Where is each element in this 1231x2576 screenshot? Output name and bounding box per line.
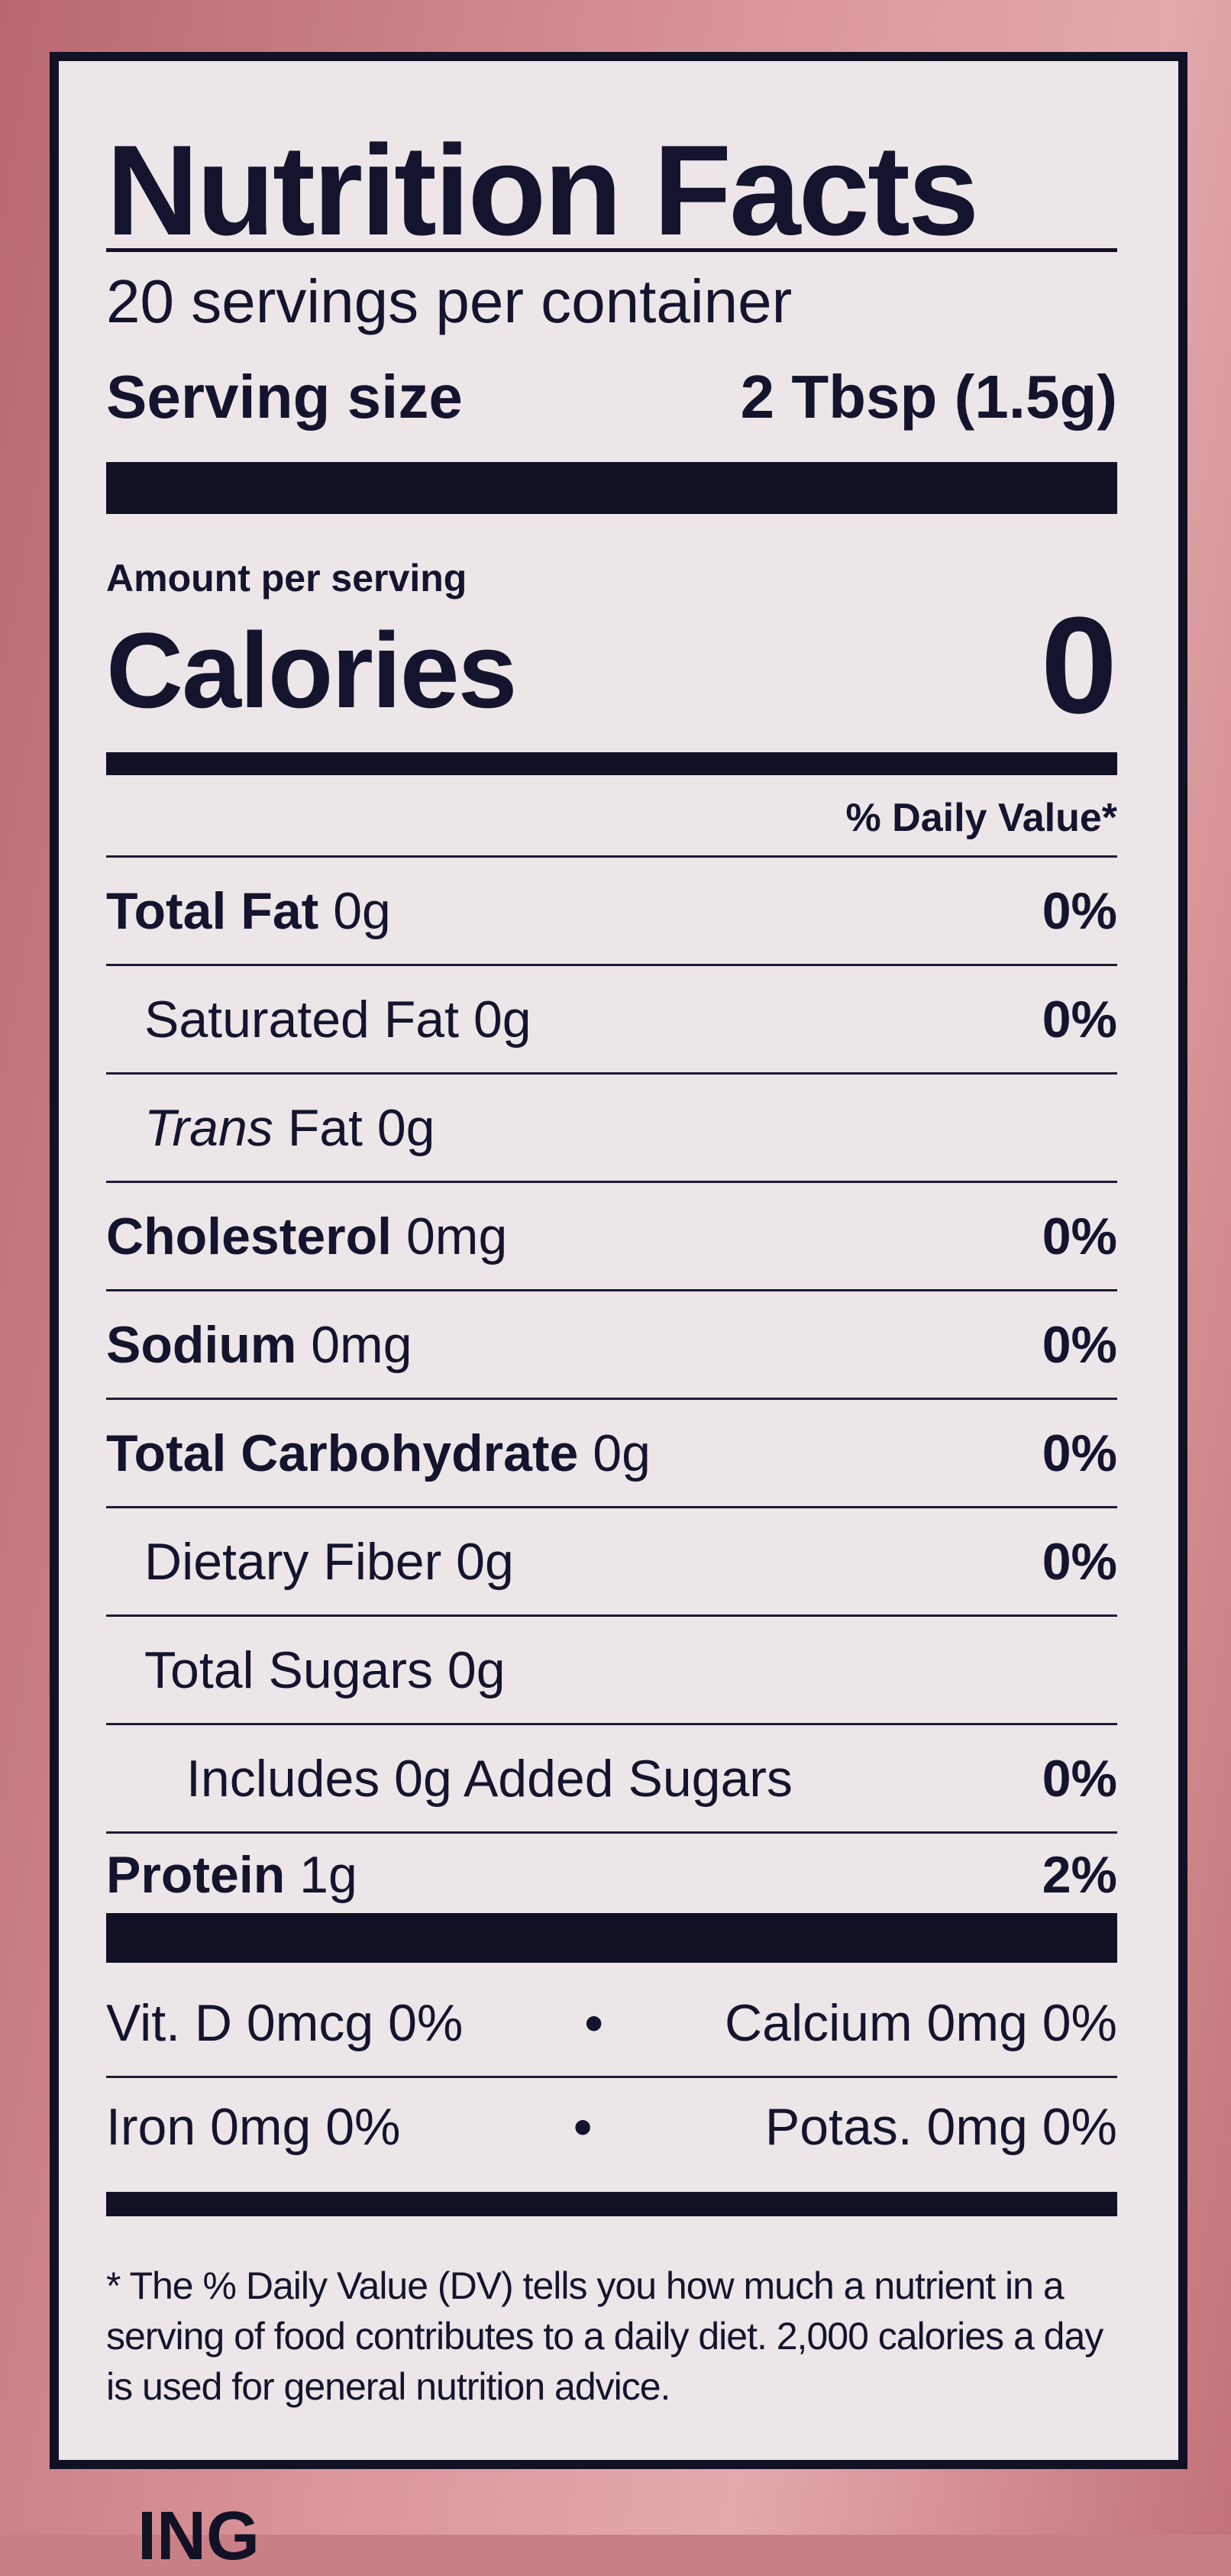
nutrient-dv: 0%: [1042, 881, 1117, 940]
calories-label: Calories: [106, 610, 517, 730]
vitamin-right: Calcium 0mg 0%: [725, 1994, 1117, 2052]
calories-row: Calories 0: [106, 589, 1117, 742]
nutrient-dv: 0%: [1042, 1207, 1117, 1265]
divider-thick: [106, 462, 1117, 514]
serving-size-value: 2 Tbsp (1.5g): [740, 363, 1117, 431]
nutrient-dv: 0%: [1042, 1315, 1117, 1374]
daily-value-header: % Daily Value*: [845, 796, 1117, 840]
nutrient-name: Protein: [106, 1845, 286, 1904]
nutrient-dv: 0%: [1042, 1424, 1117, 1482]
nutrient-row-total-sugars: Total Sugars 0g: [106, 1614, 1117, 1723]
vitamin-right: Potas. 0mg 0%: [764, 2097, 1117, 2156]
vitamin-row: Iron 0mg 0% • Potas. 0mg 0%: [106, 2076, 1117, 2175]
bullet-separator: •: [573, 2097, 593, 2156]
vitamin-left: Vit. D 0mcg 0%: [106, 1994, 464, 2052]
divider-thin: [106, 248, 1117, 252]
divider-thick: [106, 1913, 1117, 1963]
nutrient-name-suffix: Fat: [287, 1098, 363, 1157]
nutrient-name: Total Fat: [106, 881, 319, 940]
nutrient-dv: 0%: [1042, 1749, 1117, 1808]
nutrient-dv: 2%: [1042, 1845, 1117, 1904]
vitamin-left: Iron 0mg 0%: [106, 2097, 401, 2156]
ingredients-heading-partial: ING: [137, 2498, 260, 2574]
divider-medium: [106, 2192, 1117, 2216]
nutrient-row-total-carbohydrate: Total Carbohydrate 0g 0%: [106, 1398, 1117, 1506]
nutrient-amount: 0g: [593, 1424, 651, 1482]
serving-size-row: Serving size 2 Tbsp (1.5g): [106, 367, 1117, 428]
nutrient-row-saturated-fat: Saturated Fat 0g 0%: [106, 964, 1117, 1072]
nutrient-name: Trans: [144, 1098, 273, 1157]
nutrient-name: Cholesterol: [106, 1207, 393, 1265]
nutrition-facts-label: Nutrition Facts 20 servings per containe…: [50, 52, 1187, 2469]
nutrient-row-cholesterol: Cholesterol 0mg 0%: [106, 1181, 1117, 1289]
nutrient-amount: 0mg: [311, 1315, 412, 1374]
nutrient-dv: 0%: [1042, 1532, 1117, 1591]
amount-per-serving: Amount per serving: [106, 557, 467, 600]
divider-medium: [106, 752, 1117, 775]
nutrient-name: Total Sugars: [144, 1640, 433, 1699]
nutrient-row-protein: Protein 1g 2%: [106, 1831, 1117, 1915]
serving-size-label: Serving size: [106, 363, 463, 431]
nutrient-amount: 0g: [333, 881, 391, 940]
nutrient-row-dietary-fiber: Dietary Fiber 0g 0%: [106, 1506, 1117, 1614]
nutrient-name: Dietary Fiber: [144, 1532, 442, 1591]
nutrient-row-sodium: Sodium 0mg 0%: [106, 1289, 1117, 1398]
nutrient-name: Sodium: [106, 1315, 297, 1374]
footnote: * The % Daily Value (DV) tells you how m…: [106, 2264, 1103, 2408]
nutrient-amount: 1g: [299, 1845, 357, 1904]
nutrient-row-total-fat: Total Fat 0g 0%: [106, 855, 1117, 964]
nutrient-amount: 0g: [473, 990, 531, 1049]
nutrient-amount: 0g: [376, 1098, 435, 1157]
nutrient-row-trans-fat: Trans Fat 0g: [106, 1072, 1117, 1181]
nutrient-name: Includes 0g Added Sugars: [186, 1749, 793, 1808]
nutrient-row-added-sugars: Includes 0g Added Sugars 0%: [106, 1723, 1117, 1831]
nutrient-amount: 0g: [447, 1640, 506, 1699]
nutrient-amount: 0mg: [405, 1207, 508, 1265]
nutrient-name: Total Carbohydrate: [106, 1424, 579, 1482]
bullet-separator: •: [584, 1994, 603, 2052]
nutrient-amount: 0g: [456, 1532, 514, 1591]
calories-value: 0: [1040, 589, 1117, 742]
servings-per-container: 20 servings per container: [106, 267, 793, 335]
label-title: Nutrition Facts: [106, 118, 979, 262]
vitamin-row: Vit. D 0mcg 0% • Calcium 0mg 0%: [106, 1970, 1117, 2076]
nutrient-dv: 0%: [1042, 990, 1117, 1049]
nutrient-name: Saturated Fat: [144, 990, 460, 1049]
